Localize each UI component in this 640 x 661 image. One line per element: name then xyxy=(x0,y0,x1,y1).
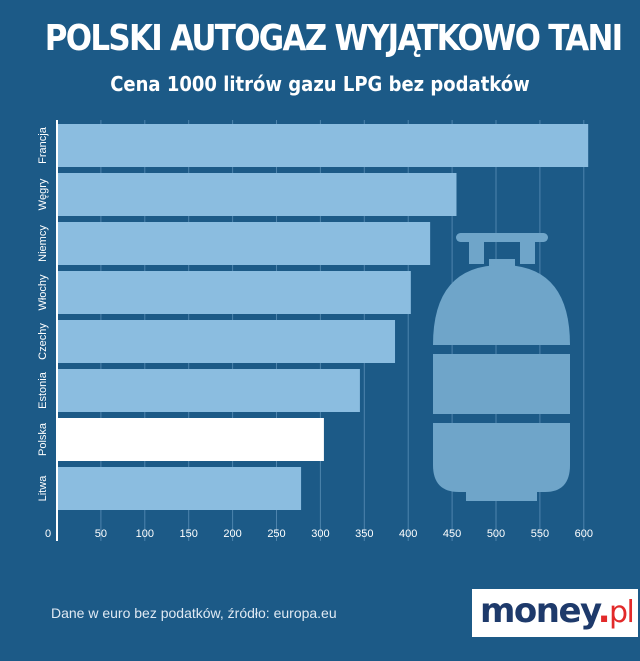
category-label: Węgry xyxy=(37,178,49,210)
bar xyxy=(58,222,431,265)
source-footnote: Dane w euro bez podatków, źródło: europa… xyxy=(51,605,337,621)
x-tick-label: 100 xyxy=(136,528,154,540)
money-pl-logo[interactable]: money.pl xyxy=(472,589,638,637)
bars xyxy=(58,124,589,510)
gas-cylinder-icon xyxy=(433,233,570,501)
chart-title: POLSKI AUTOGAZ WYJĄTKOWO TANI xyxy=(44,18,623,59)
x-tick-label: 0 xyxy=(45,528,51,540)
bar xyxy=(58,271,411,314)
logo-dot: . xyxy=(597,591,611,631)
x-tick-label: 400 xyxy=(399,528,417,540)
x-tick-label: 550 xyxy=(531,528,549,540)
x-tick-label: 300 xyxy=(311,528,329,540)
category-label: Czechy xyxy=(37,323,49,360)
x-axis-ticks: 0 50 100 150 200 250 300 350 400 450 500 550 600 xyxy=(45,528,593,540)
x-tick-label: 350 xyxy=(355,528,373,540)
logo-main: money xyxy=(480,591,599,631)
bar xyxy=(58,369,360,412)
x-tick-label: 150 xyxy=(180,528,198,540)
category-labels: Francja Węgry Niemcy Włochy Czechy Estonia Pol… xyxy=(37,126,49,501)
category-label: Niemcy xyxy=(37,225,49,262)
bar xyxy=(58,418,324,461)
bar xyxy=(58,320,396,363)
logo-text: money.pl xyxy=(480,591,635,631)
category-label: Estonia xyxy=(37,371,49,409)
category-label: Francja xyxy=(37,126,49,164)
x-tick-label: 600 xyxy=(575,528,593,540)
bar xyxy=(58,173,457,216)
x-tick-label: 450 xyxy=(443,528,461,540)
chart-subtitle: Cena 1000 litrów gazu LPG bez podatków xyxy=(110,72,530,96)
logo-suffix: pl xyxy=(609,595,635,630)
x-tick-label: 200 xyxy=(223,528,241,540)
x-tick-label: 500 xyxy=(487,528,505,540)
category-label: Polska xyxy=(37,422,49,456)
bar xyxy=(58,124,589,167)
category-label: Litwa xyxy=(37,475,49,502)
category-label: Włochy xyxy=(37,274,49,311)
x-tick-label: 250 xyxy=(267,528,285,540)
x-tick-label: 50 xyxy=(95,528,107,540)
bar xyxy=(58,467,302,510)
